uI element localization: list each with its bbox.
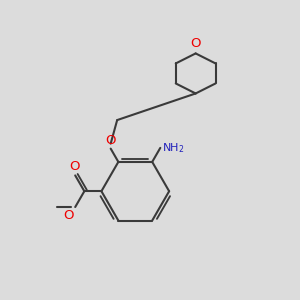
Text: O: O	[190, 38, 201, 50]
Text: O: O	[63, 209, 74, 222]
Text: O: O	[69, 160, 79, 173]
Text: O: O	[105, 134, 116, 147]
Text: NH$_2$: NH$_2$	[162, 141, 185, 155]
